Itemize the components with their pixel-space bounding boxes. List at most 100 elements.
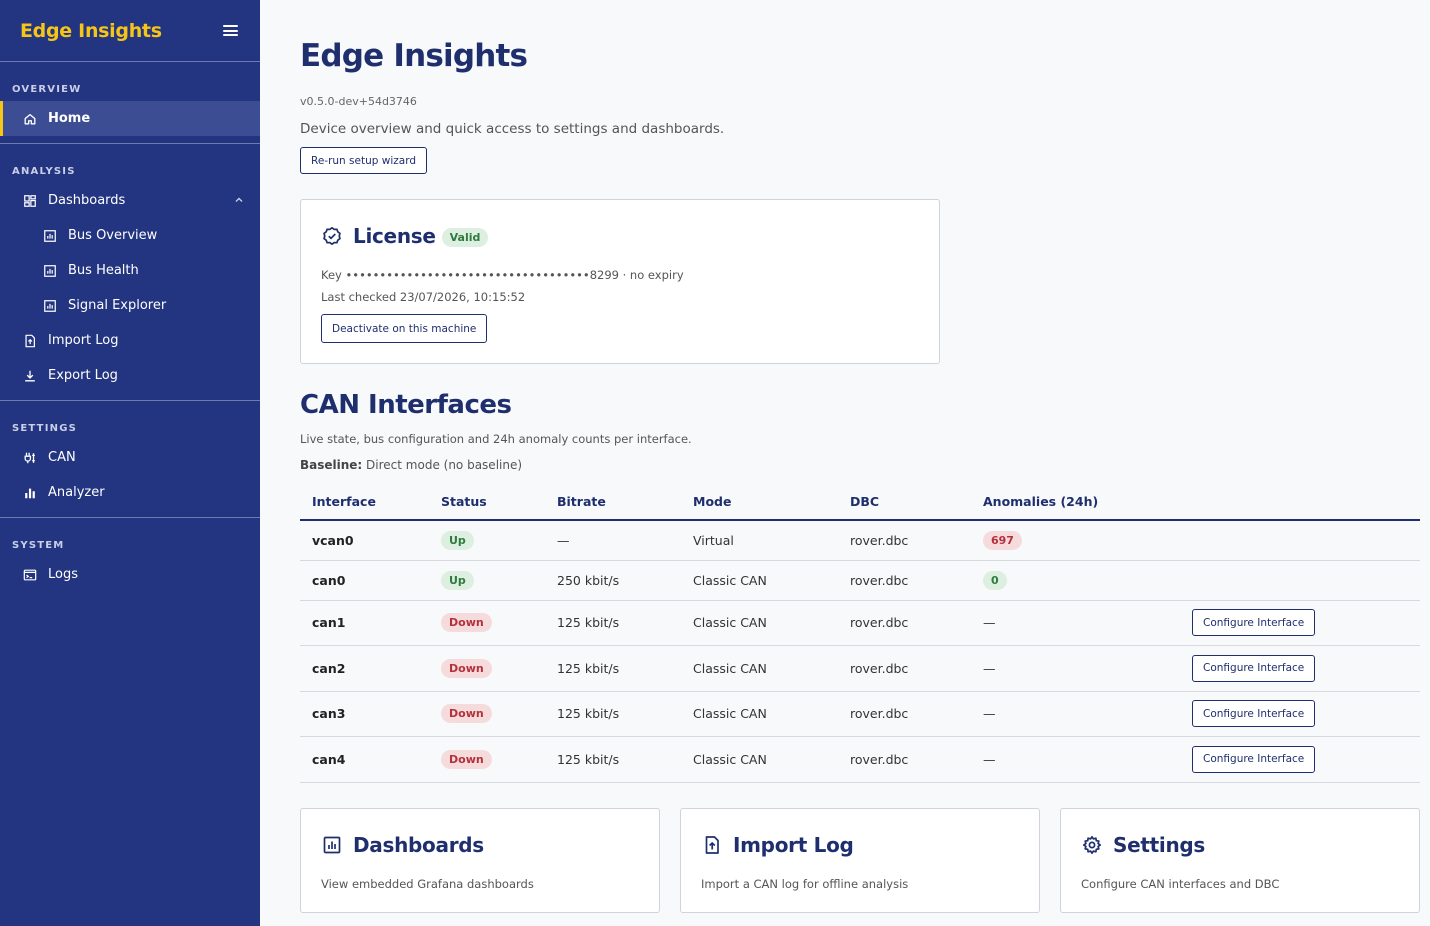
nav-section-settings: SETTINGS CAN Analyzer (0, 401, 260, 518)
status-badge: Up (441, 530, 474, 550)
card-description: Configure CAN interfaces and DBC (1081, 877, 1280, 891)
can-plug-icon (23, 451, 37, 465)
sidebar-item-label: Bus Overview (68, 228, 158, 243)
section-label: SETTINGS (12, 423, 78, 434)
bar-chart-icon (23, 486, 37, 500)
actions-cell (1180, 520, 1420, 561)
configure-interface-button[interactable]: Configure Interface (1192, 700, 1316, 727)
configure-interface-button[interactable]: Configure Interface (1192, 745, 1316, 773)
settings-card[interactable]: Settings Configure CAN interfaces and DB… (1060, 808, 1420, 913)
file-import-icon (23, 334, 37, 348)
nav-section-overview: OVERVIEW Home (0, 62, 260, 144)
mode-cell: Classic CAN (681, 691, 838, 737)
brand-logo-text[interactable]: Edge Insights (20, 19, 162, 42)
column-header-interface[interactable]: Interface (300, 483, 429, 521)
interface-name: vcan0 (300, 520, 429, 561)
mode-cell: Classic CAN (681, 600, 838, 646)
file-import-icon (701, 834, 723, 856)
dbc-cell: rover.dbc (838, 645, 971, 692)
deactivate-license-button[interactable]: Deactivate on this machine (321, 314, 488, 343)
import-log-card[interactable]: Import Log Import a CAN log for offline … (680, 808, 1040, 913)
sidebar-item-can[interactable]: CAN (0, 440, 260, 475)
status-badge: Down (441, 749, 492, 769)
table-header-row: Interface Status Bitrate Mode DBC Anomal… (300, 483, 1420, 521)
bitrate-cell: 125 kbit/s (545, 645, 681, 692)
card-title: Import Log (733, 833, 854, 857)
dashboard-grid-icon (23, 194, 37, 208)
configure-interface-button[interactable]: Configure Interface (1192, 654, 1316, 682)
bitrate-cell: — (545, 520, 681, 561)
status-cell: Up (429, 560, 545, 601)
chevron-up-icon[interactable] (234, 195, 244, 205)
sidebar: Edge Insights OVERVIEW Home ANALYSIS Das… (0, 0, 260, 926)
card-title: Settings (1113, 833, 1206, 857)
baseline-info: Baseline: Direct mode (no baseline) (300, 458, 522, 472)
card-header: Settings (1081, 833, 1205, 857)
column-header-anomalies[interactable]: Anomalies (24h) (971, 483, 1180, 521)
sidebar-item-bus-health[interactable]: Bus Health (0, 253, 260, 288)
dbc-cell: rover.dbc (838, 600, 971, 646)
actions-cell: Configure Interface (1180, 691, 1420, 737)
dbc-cell: rover.dbc (838, 520, 971, 561)
status-cell: Down (429, 645, 545, 692)
license-key: Key ••••••••••••••••••••••••••••••••••••… (321, 268, 684, 282)
sidebar-item-label: Dashboards (48, 193, 126, 208)
interface-name: can2 (300, 645, 429, 692)
sidebar-item-signal-explorer[interactable]: Signal Explorer (0, 288, 260, 323)
rerun-setup-wizard-button[interactable]: Re-run setup wizard (300, 147, 427, 174)
sidebar-item-label: Import Log (48, 333, 119, 348)
verified-badge-icon (321, 225, 343, 247)
configure-interface-button[interactable]: Configure Interface (1192, 609, 1316, 636)
interface-name: can4 (300, 736, 429, 783)
column-header-bitrate[interactable]: Bitrate (545, 483, 681, 521)
terminal-icon (23, 568, 37, 582)
anomalies-cell: — (971, 600, 1180, 646)
sidebar-item-dashboards[interactable]: Dashboards (0, 183, 260, 218)
sidebar-item-bus-overview[interactable]: Bus Overview (0, 218, 260, 253)
menu-toggle-icon[interactable] (223, 25, 238, 36)
table-row: can1 Down 125 kbit/s Classic CAN rover.d… (300, 600, 1420, 646)
anomaly-count-badge: 697 (983, 530, 1022, 550)
column-header-mode[interactable]: Mode (681, 483, 838, 521)
bitrate-cell: 125 kbit/s (545, 691, 681, 737)
sidebar-item-label: Bus Health (68, 263, 139, 278)
status-cell: Down (429, 600, 545, 646)
sidebar-header: Edge Insights (0, 0, 260, 62)
status-cell: Down (429, 736, 545, 783)
bar-chart-icon (321, 834, 343, 856)
actions-cell: Configure Interface (1180, 736, 1420, 783)
sidebar-item-import-log[interactable]: Import Log (0, 323, 260, 358)
status-badge: Down (441, 704, 492, 723)
baseline-label: Baseline: (300, 458, 363, 472)
column-header-dbc[interactable]: DBC (838, 483, 971, 521)
sidebar-item-analyzer[interactable]: Analyzer (0, 475, 260, 510)
can-interfaces-description: Live state, bus configuration and 24h an… (300, 432, 692, 446)
bar-chart-icon (43, 264, 57, 278)
license-title: License (353, 224, 436, 248)
sidebar-item-home[interactable]: Home (0, 101, 260, 136)
bar-chart-icon (43, 229, 57, 243)
bitrate-cell: 125 kbit/s (545, 600, 681, 646)
actions-cell: Configure Interface (1180, 600, 1420, 646)
card-header: Import Log (701, 833, 854, 857)
card-header: Dashboards (321, 833, 484, 857)
status-cell: Down (429, 691, 545, 737)
section-label: SYSTEM (12, 540, 65, 551)
status-badge: Up (441, 570, 474, 590)
license-status-badge: Valid (441, 228, 489, 247)
dashboards-card[interactable]: Dashboards View embedded Grafana dashboa… (300, 808, 660, 913)
bitrate-cell: 125 kbit/s (545, 736, 681, 783)
interface-name: can1 (300, 600, 429, 646)
column-header-status[interactable]: Status (429, 483, 545, 521)
anomalies-cell: — (971, 691, 1180, 737)
mode-cell: Virtual (681, 520, 838, 561)
card-description: Import a CAN log for offline analysis (701, 877, 909, 891)
sidebar-item-label: Signal Explorer (68, 298, 167, 313)
license-card: License Valid Key ••••••••••••••••••••••… (300, 199, 940, 364)
sidebar-item-logs[interactable]: Logs (0, 557, 260, 592)
sidebar-item-export-log[interactable]: Export Log (0, 358, 260, 393)
status-badge: Down (441, 613, 492, 632)
sidebar-item-label: Logs (48, 567, 78, 582)
table-row: can3 Down 125 kbit/s Classic CAN rover.d… (300, 691, 1420, 737)
card-description: View embedded Grafana dashboards (321, 877, 534, 891)
